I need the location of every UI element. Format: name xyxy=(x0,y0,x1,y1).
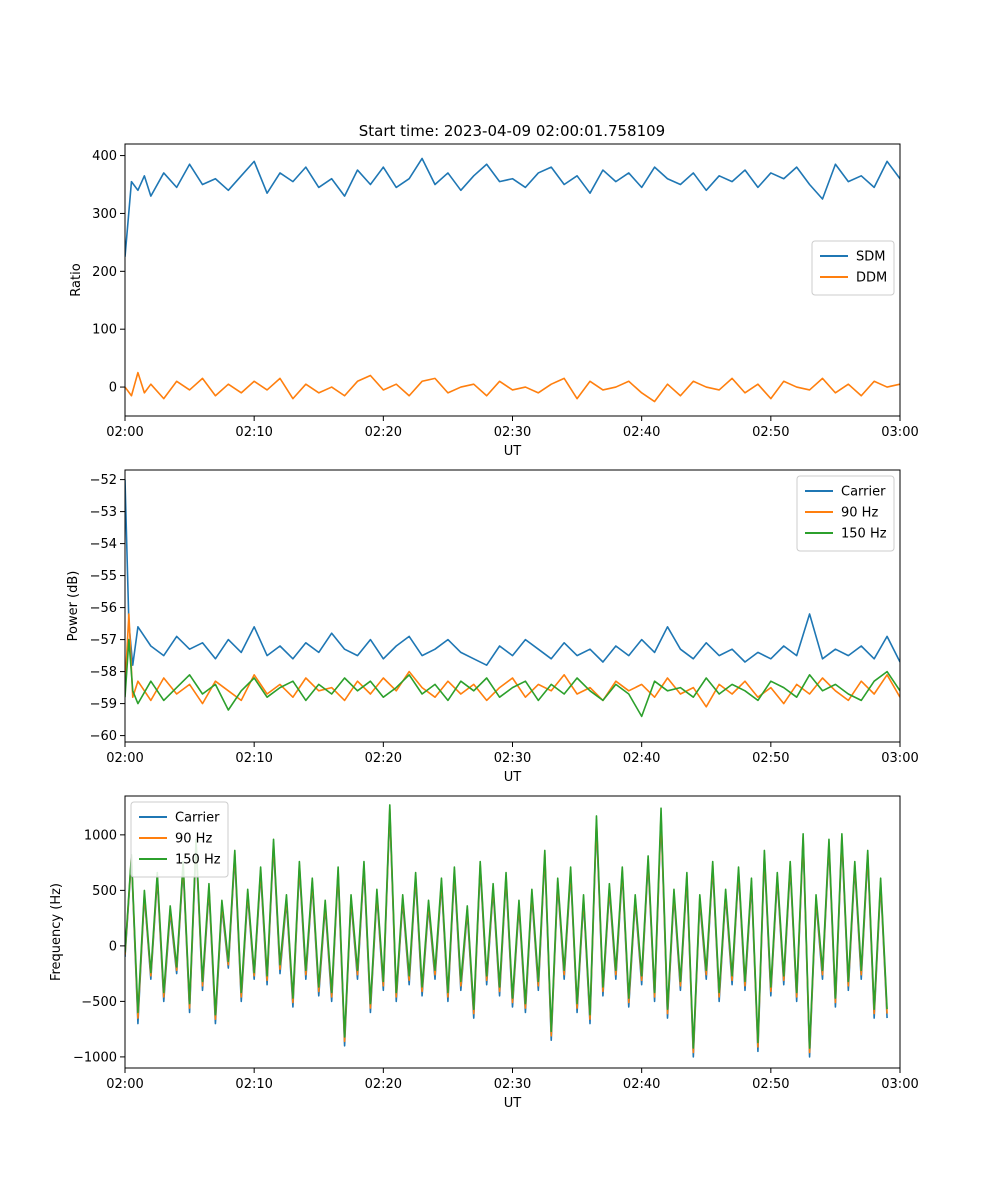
ratio-x-tick-label: 02:20 xyxy=(365,425,402,440)
frequency-x-tick-label: 02:30 xyxy=(494,1077,531,1092)
frequency-y-tick-label: −1000 xyxy=(73,1050,117,1065)
ratio-x-tick-label: 02:30 xyxy=(494,425,531,440)
power-y-tick-label: −60 xyxy=(90,729,117,744)
frequency-legend: Carrier 90 Hz 150 Hz xyxy=(130,801,229,878)
power-x-tick-label: 03:00 xyxy=(881,751,918,766)
power-series-90-hz-line xyxy=(125,613,900,708)
frequency-x-tick-label: 02:40 xyxy=(623,1077,660,1092)
ratio-series-ddm-line xyxy=(125,371,900,403)
frequency-series-150-hz-line xyxy=(125,804,888,1049)
frequency-x-tick-label: 03:00 xyxy=(881,1077,918,1092)
ratio-y-axis-label: Ratio xyxy=(69,263,84,296)
frequency-x-tick-label: 02:50 xyxy=(752,1077,789,1092)
power-series-carrier-line xyxy=(125,479,900,667)
ratio-x-tick-label: 03:00 xyxy=(881,425,918,440)
power-y-tick-label: −57 xyxy=(90,633,117,648)
frequency-y-axis-label: Frequency (Hz) xyxy=(49,883,64,981)
power-y-axis-label: Power (dB) xyxy=(66,571,81,642)
power-y-tick-label: −54 xyxy=(90,537,117,552)
ratio-y-tick-label: 200 xyxy=(92,265,117,280)
power-series-150-hz-line xyxy=(125,638,900,718)
power-y-tick-label: −55 xyxy=(90,569,117,584)
power-y-tick-label: −58 xyxy=(90,665,117,680)
power-y-tick-label: −59 xyxy=(90,697,117,712)
ratio-legend-label: SDM xyxy=(856,250,885,265)
power-panel: 02:00 02:10 02:20 02:30 02:40 02:50 03:00 −60 −5… xyxy=(66,469,919,785)
ratio-x-tick-label: 02:00 xyxy=(106,425,143,440)
ratio-legend: SDM DDM xyxy=(811,240,895,296)
frequency-panel: 02:00 02:10 02:20 02:30 02:40 02:50 03:00 −1000… xyxy=(49,795,919,1111)
frequency-x-axis-label: UT xyxy=(504,1096,522,1111)
ratio-series-sdm-line xyxy=(125,157,900,257)
frequency-y-tick-label: 500 xyxy=(92,884,117,899)
power-x-tick-label: 02:10 xyxy=(235,751,272,766)
power-x-tick-label: 02:20 xyxy=(365,751,402,766)
frequency-legend-label: 90 Hz xyxy=(175,832,212,847)
power-legend-label: 150 Hz xyxy=(841,527,887,542)
frequency-y-tick-label: 0 xyxy=(109,939,117,954)
power-x-tick-label: 02:50 xyxy=(752,751,789,766)
ratio-legend-label: DDM xyxy=(856,271,887,286)
power-y-tick-label: −56 xyxy=(90,601,117,616)
frequency-legend-label: 150 Hz xyxy=(175,853,221,868)
power-x-tick-label: 02:40 xyxy=(623,751,660,766)
ratio-x-axis-label: UT xyxy=(504,444,522,459)
ratio-legend-box xyxy=(811,240,895,296)
power-legend-label: 90 Hz xyxy=(841,506,878,521)
ratio-panel: 02:00 02:10 02:20 02:30 02:40 02:50 03:00 0 100 2… xyxy=(69,143,919,459)
ratio-y-tick-label: 300 xyxy=(92,207,117,222)
power-x-tick-label: 02:00 xyxy=(106,751,143,766)
ratio-y-tick-label: 400 xyxy=(92,149,117,164)
power-legend: Carrier 90 Hz 150 Hz xyxy=(796,475,895,552)
power-x-tick-label: 02:30 xyxy=(494,751,531,766)
ratio-x-tick-label: 02:50 xyxy=(752,425,789,440)
frequency-x-tick-label: 02:00 xyxy=(106,1077,143,1092)
ratio-y-tick-label: 100 xyxy=(92,323,117,338)
power-legend-label: Carrier xyxy=(841,485,886,500)
frequency-x-tick-label: 02:20 xyxy=(365,1077,402,1092)
frequency-y-tick-label: −500 xyxy=(81,995,117,1010)
frequency-x-tick-label: 02:10 xyxy=(235,1077,272,1092)
frequency-y-tick-label: 1000 xyxy=(84,828,117,843)
figure-title: Start time: 2023-04-09 02:00:01.758109 xyxy=(359,122,665,140)
power-x-axis-label: UT xyxy=(504,770,522,785)
ratio-y-tick-label: 0 xyxy=(109,381,117,396)
power-y-tick-label: −53 xyxy=(90,505,117,520)
ratio-x-tick-label: 02:40 xyxy=(623,425,660,440)
power-y-tick-label: −52 xyxy=(90,473,117,488)
frequency-legend-label: Carrier xyxy=(175,811,220,826)
ratio-x-tick-label: 02:10 xyxy=(235,425,272,440)
